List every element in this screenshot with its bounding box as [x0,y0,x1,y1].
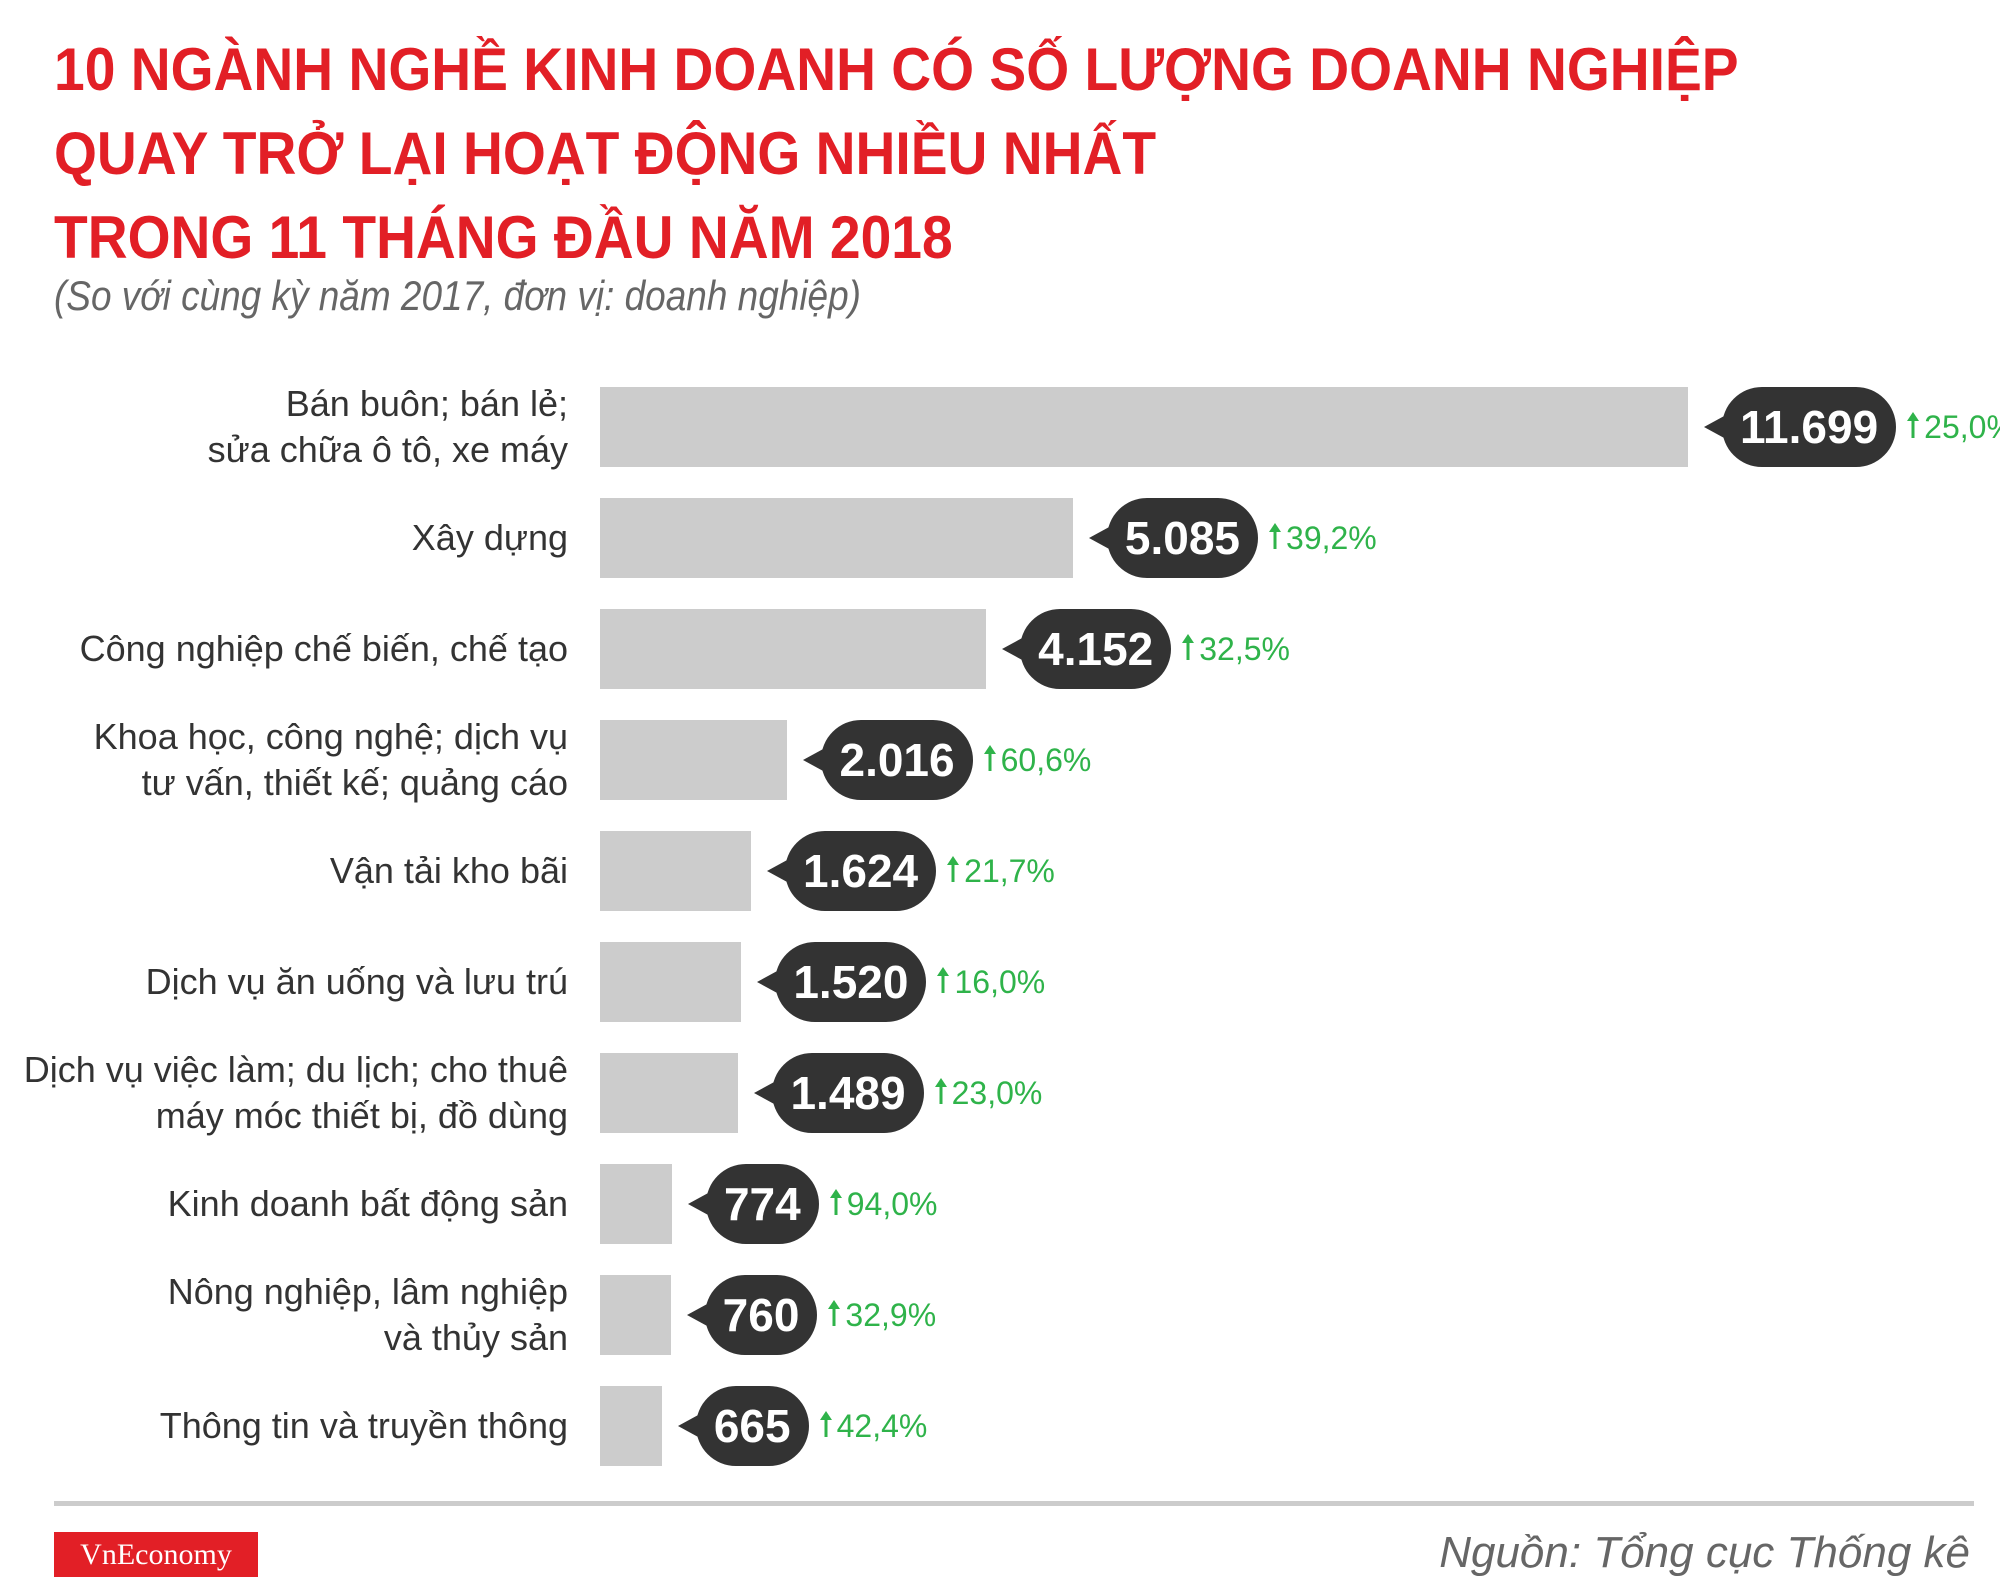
change-label: 60,6% [983,720,1092,800]
title-line: QUAY TRỞ LẠI HOẠT ĐỘNG NHIỀU NHẤT [54,120,1157,187]
change-label: 39,2% [1268,498,1377,578]
category-label-line: sửa chữa ô tô, xe máy [207,429,568,470]
change-label: 42,4% [819,1386,928,1466]
change-label: 25,0% [1906,387,2000,467]
bar [600,1164,672,1244]
arrow-up-icon [946,831,960,911]
arrow-up-icon [819,1386,833,1466]
category-label: Dịch vụ ăn uống và lưu trú [146,959,568,1005]
arrow-up-icon [827,1275,841,1355]
vneconomy-logo: VnEconomy [54,1532,258,1577]
category-label-line: và thủy sản [383,1317,568,1358]
value-label: 5.085 [1088,498,1259,578]
arrow-up-icon [983,720,997,800]
change-value: 21,7% [964,853,1055,889]
category-label: Dịch vụ việc làm; du lịch; cho thuê máy m… [24,1047,568,1139]
bar [600,1053,739,1133]
category-label-line: Bán buôn; bán lẻ; [285,383,568,424]
value-label: 4.152 [1002,609,1172,689]
chart-title: 10 NGÀNH NGHỀ KINH DOANH CÓ SỐ LƯỢNG DOA… [54,28,1739,280]
arrow-up-icon [936,942,950,1022]
bar [600,1275,671,1355]
change-value: 23,0% [951,1075,1043,1111]
change-label: 32,5% [1181,609,1290,689]
change-value: 32,9% [845,1297,937,1333]
arrow-up-icon [934,1053,948,1133]
category-label-line: máy móc thiết bị, đồ dùng [155,1095,568,1136]
change-label: 23,0% [934,1053,1043,1133]
value-label: 1.489 [754,1053,924,1133]
category-label: Bán buôn; bán lẻ; sửa chữa ô tô, xe máy [208,381,568,473]
category-label-line: Xây dựng [411,517,568,558]
value-label: 760 [686,1275,818,1355]
category-label: Khoa học, công nghệ; dịch vụ tư vấn, thiế… [94,714,568,806]
category-label: Vận tải kho bãi [330,848,568,894]
change-value: 60,6% [1000,742,1092,778]
change-label: 32,9% [827,1275,936,1355]
arrow-up-icon [829,1164,843,1244]
bar [600,609,987,689]
category-label-line: Dịch vụ ăn uống và lưu trú [145,961,568,1002]
change-label: 16,0% [936,942,1045,1022]
change-label: 94,0% [829,1164,938,1244]
value-label: 774 [688,1164,819,1244]
source-note: Nguồn: Tổng cục Thống kê [1439,1528,1970,1577]
category-label-line: Vận tải kho bãi [329,850,568,891]
bar [600,498,1073,578]
arrow-up-icon [1181,609,1195,689]
bar [600,387,1688,467]
category-label-line: Khoa học, công nghệ; dịch vụ [93,716,568,757]
value-label: 665 [677,1386,809,1466]
category-label: Nông nghiệp, lâm nghiệp và thủy sản [168,1269,568,1361]
value-label: 1.624 [767,831,937,911]
category-label-line: Nông nghiệp, lâm nghiệp [167,1271,568,1312]
bar [600,1386,662,1466]
change-value: 94,0% [846,1186,938,1222]
bar [600,831,752,911]
change-value: 16,0% [954,964,1046,1000]
value-label: 2.016 [803,720,973,800]
category-label-line: Thông tin và truyền thông [159,1405,568,1446]
change-value: 25,0% [1924,409,2000,445]
change-value: 39,2% [1286,520,1377,556]
category-label: Kinh doanh bất động sản [168,1181,568,1227]
value-label: 11.699 [1703,387,1897,467]
category-label-line: Kinh doanh bất động sản [167,1183,568,1224]
footer-divider [54,1501,1974,1506]
title-line: 10 NGÀNH NGHỀ KINH DOANH CÓ SỐ LƯỢNG DOA… [54,36,1739,103]
category-label: Công nghiệp chế biến, chế tạo [80,626,568,672]
value-label: 1.520 [757,942,927,1022]
change-value: 42,4% [836,1408,928,1444]
category-label-line: Dịch vụ việc làm; du lịch; cho thuê [23,1049,568,1090]
arrow-up-icon [1906,387,1920,467]
bar [600,720,788,800]
change-value: 32,5% [1199,631,1290,667]
title-line: TRONG 11 THÁNG ĐẦU NĂM 2018 [54,204,953,271]
category-label-line: tư vấn, thiết kế; quảng cáo [141,762,568,803]
category-label-line: Công nghiệp chế biến, chế tạo [79,628,568,669]
chart-subtitle: (So với cùng kỳ năm 2017, đơn vị: doanh … [54,272,861,319]
change-label: 21,7% [946,831,1055,911]
bar [600,942,742,1022]
category-label: Thông tin và truyền thông [160,1403,568,1449]
category-label: Xây dựng [412,515,568,561]
arrow-up-icon [1268,498,1282,578]
